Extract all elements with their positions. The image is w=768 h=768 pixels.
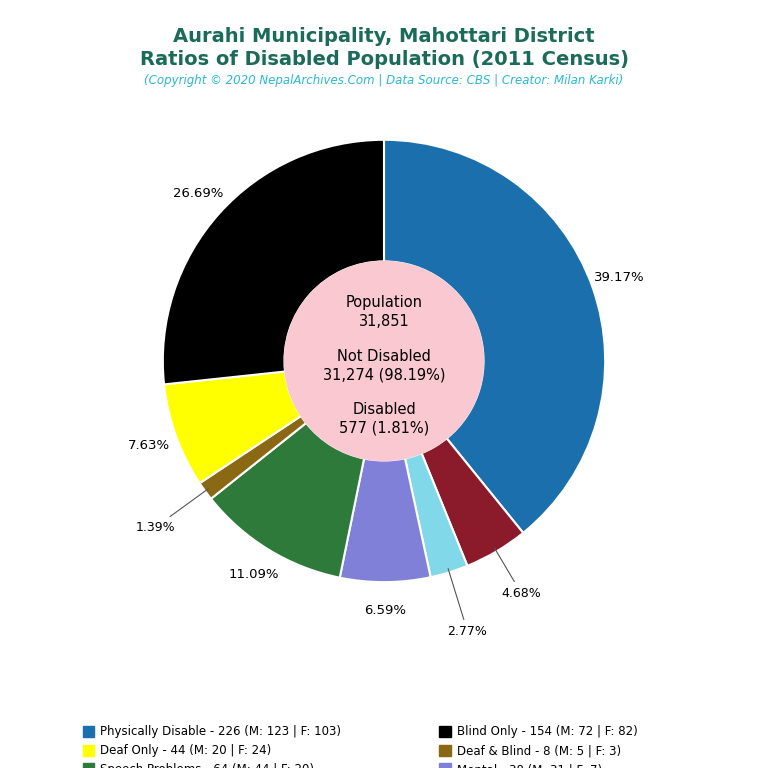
Wedge shape [384, 140, 605, 533]
Text: 11.09%: 11.09% [228, 568, 279, 581]
Text: 7.63%: 7.63% [127, 439, 170, 452]
Text: 26.69%: 26.69% [173, 187, 223, 200]
Text: 2.77%: 2.77% [448, 568, 488, 638]
Wedge shape [339, 458, 431, 582]
Text: Aurahi Municipality, Mahottari District: Aurahi Municipality, Mahottari District [174, 27, 594, 46]
Circle shape [284, 261, 484, 461]
Text: Population
31,851: Population 31,851 [346, 296, 422, 329]
Text: 6.59%: 6.59% [364, 604, 406, 617]
Wedge shape [200, 416, 306, 498]
Text: Not Disabled
31,274 (98.19%): Not Disabled 31,274 (98.19%) [323, 349, 445, 382]
Text: 39.17%: 39.17% [594, 271, 645, 284]
Legend: Blind Only - 154 (M: 72 | F: 82), Deaf & Blind - 8 (M: 5 | F: 3), Mental - 38 (M: Blind Only - 154 (M: 72 | F: 82), Deaf &… [436, 723, 688, 768]
Text: Disabled
577 (1.81%): Disabled 577 (1.81%) [339, 402, 429, 435]
Wedge shape [164, 372, 301, 483]
Text: Ratios of Disabled Population (2011 Census): Ratios of Disabled Population (2011 Cens… [140, 50, 628, 69]
Text: 4.68%: 4.68% [495, 548, 541, 600]
Wedge shape [163, 140, 384, 385]
Text: (Copyright © 2020 NepalArchives.Com | Data Source: CBS | Creator: Milan Karki): (Copyright © 2020 NepalArchives.Com | Da… [144, 74, 624, 88]
Wedge shape [211, 423, 364, 578]
Text: 1.39%: 1.39% [135, 488, 208, 534]
Wedge shape [422, 439, 523, 566]
Wedge shape [405, 453, 468, 578]
